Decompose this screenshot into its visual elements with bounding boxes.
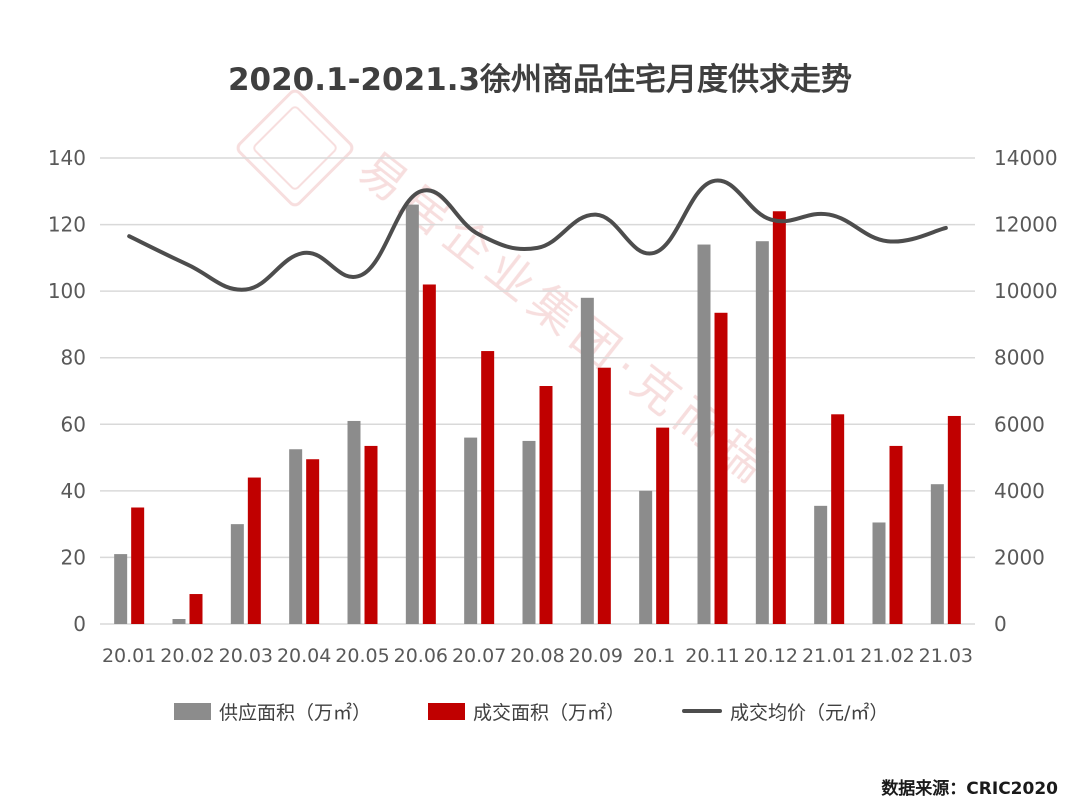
bar-supply: [289, 449, 303, 624]
legend-item-price: 成交均价（元/㎡）: [682, 696, 888, 726]
bar-supply: [522, 440, 536, 624]
bar-deal: [714, 312, 728, 624]
x-tick-label: 20.04: [277, 645, 331, 667]
y-left-tick-label: 0: [73, 612, 86, 636]
legend-label-deal: 成交面积（万㎡）: [473, 701, 626, 724]
y-right-tick-label: 12000: [994, 213, 1058, 237]
y-right-tick-label: 10000: [994, 279, 1058, 303]
x-tick-label: 20.11: [685, 645, 739, 667]
price-line-group: [127, 178, 948, 292]
bar-supply: [580, 297, 594, 624]
bar-deal: [539, 386, 553, 624]
bar-deal: [189, 594, 203, 624]
y-left-tick-label: 60: [61, 412, 86, 436]
x-tick-label: 20.02: [160, 645, 214, 667]
legend-swatch-supply: [174, 702, 211, 720]
bar-deal: [247, 477, 261, 624]
x-tick-label: 20.08: [510, 645, 564, 667]
bar-supply: [814, 505, 828, 624]
legend-label-supply: 供应面积（万㎡）: [219, 701, 372, 724]
y-left-tick-label: 100: [48, 279, 86, 303]
bar-deal: [831, 414, 845, 624]
bar-supply: [755, 241, 769, 624]
y-left-tick-label: 20: [61, 545, 86, 569]
chart-title: 2020.1-2021.3徐州商品住宅月度供求走势: [227, 62, 853, 98]
x-tick-label: 20.09: [569, 645, 623, 667]
bar-supply: [172, 619, 186, 624]
y-left-tick-label: 40: [61, 479, 86, 503]
legend-swatch-deal: [428, 702, 465, 720]
y-axis-left: 0 20 40 60 80 100 120 140: [48, 146, 86, 636]
bar-deal: [772, 211, 786, 624]
bar-supply: [405, 204, 419, 624]
y-right-tick-label: 2000: [994, 545, 1045, 569]
supply-bars: [114, 204, 944, 625]
bar-supply: [639, 490, 653, 624]
x-tick-label: 20.01: [102, 645, 156, 667]
x-tick-label: 20.1: [633, 645, 675, 667]
y-right-tick-label: 14000: [994, 146, 1058, 170]
bar-supply: [930, 484, 944, 624]
y-axis-right: 0 2000 4000 6000 8000 10000 12000 14000: [994, 146, 1058, 636]
bar-supply: [347, 420, 361, 624]
deal-bars: [131, 211, 961, 624]
legend-item-deal: 成交面积（万㎡）: [428, 696, 625, 726]
legend-item-supply: 供应面积（万㎡）: [174, 696, 371, 726]
y-left-tick-label: 120: [48, 213, 86, 237]
legend-label-price: 成交均价（元/㎡）: [730, 701, 889, 724]
x-tick-label: 20.07: [452, 645, 506, 667]
bar-deal: [597, 367, 611, 624]
x-tick-label: 21.01: [802, 645, 856, 667]
x-tick-label: 20.05: [335, 645, 389, 667]
y-right-tick-label: 0: [994, 612, 1007, 636]
y-right-tick-label: 8000: [994, 346, 1045, 370]
bar-deal: [131, 507, 145, 624]
bar-deal: [364, 445, 378, 624]
bar-deal: [889, 445, 903, 624]
legend: 供应面积（万㎡） 成交面积（万㎡） 成交均价（元/㎡）: [0, 696, 1080, 726]
bar-deal: [306, 459, 320, 624]
bar-deal: [656, 427, 670, 624]
bar-supply: [872, 522, 886, 624]
bar-deal: [422, 284, 436, 624]
x-axis: 20.01 20.02 20.03 20.04 20.05 20.06 20.07 20.08…: [102, 645, 973, 667]
y-right-tick-label: 4000: [994, 479, 1045, 503]
x-tick-label: 21.02: [860, 645, 914, 667]
y-left-tick-label: 140: [48, 146, 86, 170]
bar-supply: [114, 554, 128, 624]
legend-swatch-price: [682, 709, 722, 713]
bar-supply: [697, 244, 711, 625]
data-source: 数据来源：CRIC2020: [881, 779, 1058, 799]
bar-deal: [481, 351, 495, 624]
x-tick-label: 20.12: [744, 645, 798, 667]
bar-supply: [464, 437, 478, 624]
y-left-tick-label: 80: [61, 346, 86, 370]
x-tick-label: 20.03: [219, 645, 273, 667]
bar-deal: [947, 415, 961, 624]
x-tick-label: 21.03: [919, 645, 973, 667]
x-tick-label: 20.06: [394, 645, 448, 667]
bar-supply: [230, 524, 244, 624]
y-right-tick-label: 6000: [994, 412, 1045, 436]
